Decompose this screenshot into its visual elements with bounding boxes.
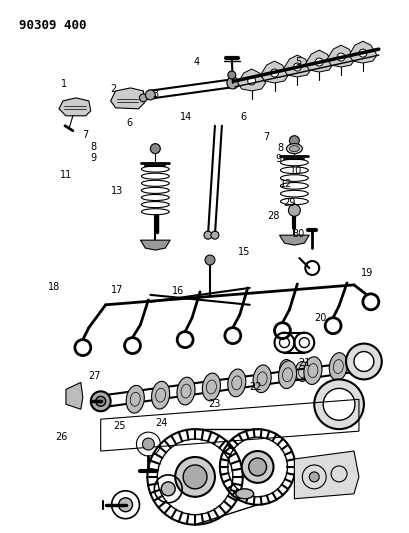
Polygon shape [66,382,83,409]
Circle shape [337,53,345,61]
Text: 8: 8 [278,143,284,153]
Text: 24: 24 [156,418,168,428]
Circle shape [175,457,215,497]
Circle shape [248,77,256,85]
Circle shape [314,379,364,429]
Circle shape [242,451,274,483]
Ellipse shape [152,381,170,409]
Circle shape [359,49,367,57]
Circle shape [96,397,106,406]
Text: 11: 11 [60,171,72,180]
Text: 15: 15 [238,247,250,257]
Text: 14: 14 [180,112,192,122]
Circle shape [227,77,239,89]
Text: 90309 400: 90309 400 [19,19,87,33]
Circle shape [228,71,236,79]
Ellipse shape [329,353,347,381]
Polygon shape [327,45,355,67]
Text: 6: 6 [126,118,133,128]
Text: 28: 28 [267,211,280,221]
Circle shape [142,438,154,450]
Text: 8: 8 [91,142,97,152]
Ellipse shape [253,365,271,393]
Text: 12: 12 [280,179,292,189]
Circle shape [146,90,155,100]
Circle shape [91,391,111,411]
Circle shape [315,58,323,66]
Ellipse shape [177,377,195,405]
Polygon shape [59,98,91,116]
Text: 6: 6 [240,112,246,122]
Circle shape [204,231,212,239]
Text: 27: 27 [88,372,100,381]
Circle shape [290,136,299,146]
Ellipse shape [202,373,220,401]
Ellipse shape [279,361,297,389]
Circle shape [119,498,133,512]
Text: 19: 19 [361,268,373,278]
Circle shape [249,458,267,476]
Text: 16: 16 [172,286,184,296]
Text: 1: 1 [61,78,67,88]
Circle shape [161,482,175,496]
Text: 9: 9 [276,155,282,164]
Polygon shape [305,50,333,72]
Circle shape [139,94,147,102]
Text: 23: 23 [209,399,221,409]
Polygon shape [111,88,144,109]
Polygon shape [349,41,377,63]
Circle shape [151,144,160,154]
Text: 3: 3 [153,89,159,99]
Text: 21: 21 [298,358,310,368]
Circle shape [293,63,301,71]
Circle shape [309,472,319,482]
Circle shape [323,389,355,420]
Circle shape [205,255,215,265]
Text: 7: 7 [263,132,270,142]
Text: 20: 20 [314,313,326,324]
Ellipse shape [236,489,254,499]
Polygon shape [140,240,170,250]
Text: 2: 2 [110,84,116,94]
Polygon shape [261,61,288,83]
Circle shape [270,69,279,77]
Text: 9: 9 [91,153,97,163]
Circle shape [354,352,374,372]
Text: 17: 17 [111,285,124,295]
Polygon shape [279,235,309,245]
Text: 25: 25 [113,421,126,431]
Ellipse shape [228,369,246,397]
Circle shape [211,231,219,239]
Text: 10: 10 [290,166,302,176]
Text: 22: 22 [249,382,261,392]
Ellipse shape [290,146,299,151]
Ellipse shape [286,144,302,154]
Ellipse shape [126,385,144,413]
Text: 4: 4 [193,58,200,67]
Polygon shape [283,55,311,77]
Text: 13: 13 [111,186,123,196]
Text: 26: 26 [55,432,68,442]
Text: 5: 5 [295,58,301,67]
Text: 18: 18 [48,281,60,292]
Text: 30: 30 [292,229,304,239]
Ellipse shape [295,361,309,382]
Polygon shape [238,69,265,91]
Circle shape [346,344,382,379]
Text: 29: 29 [284,198,296,208]
Text: 7: 7 [83,130,89,140]
Circle shape [288,204,300,216]
Ellipse shape [279,360,293,379]
Polygon shape [294,451,359,499]
Ellipse shape [304,357,322,384]
Circle shape [183,465,207,489]
